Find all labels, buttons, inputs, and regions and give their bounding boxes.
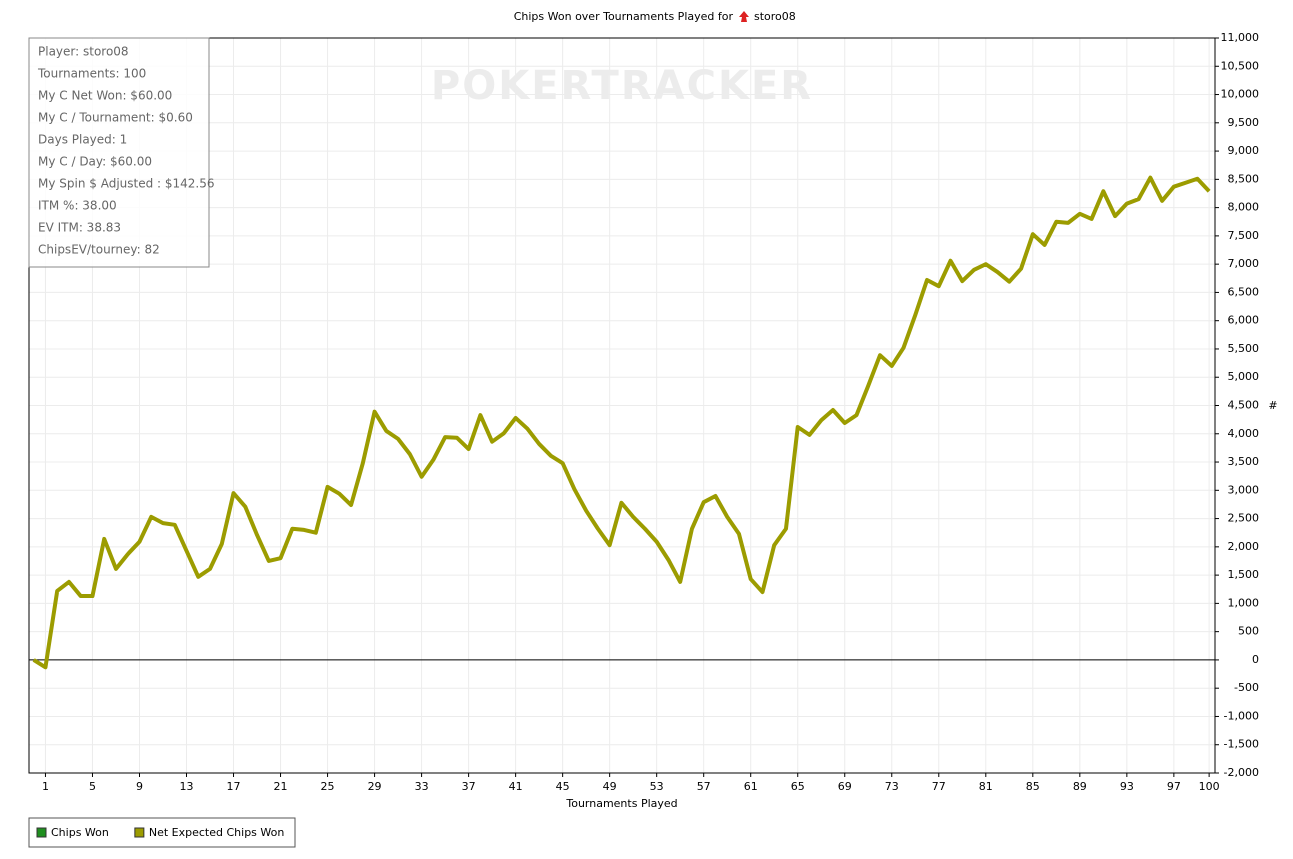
info-line: Player: storo08: [38, 45, 129, 59]
y-tick-label: 8,500: [1228, 172, 1260, 185]
grid: [29, 37, 1215, 774]
x-tick-label: 65: [791, 780, 805, 793]
info-box: [28, 37, 210, 268]
watermark: POKERTRACKER: [431, 63, 813, 109]
x-tick-label: 49: [603, 780, 617, 793]
x-tick-label: 77: [932, 780, 946, 793]
x-tick-label: 85: [1026, 780, 1040, 793]
legend-label: Chips Won: [51, 826, 109, 839]
info-line: My C / Tournament: $0.60: [38, 111, 193, 125]
x-tick-label: 13: [180, 780, 194, 793]
plot: -2,000 -1,500 -1,000 -500 0 500 1,000 1,500 2,00…: [28, 31, 1260, 793]
y-tick-label: -500: [1234, 681, 1259, 694]
x-tick-label: 100: [1199, 780, 1220, 793]
info-line: ChipsEV/tourney: 82: [38, 243, 160, 257]
x-tick-label: 25: [321, 780, 335, 793]
y-tick-label: 9,000: [1228, 144, 1260, 157]
y-tick-label: 11,000: [1221, 31, 1260, 44]
legend: [28, 817, 296, 848]
y-tick-label: 4,500: [1228, 399, 1260, 412]
x-tick-label: 17: [227, 780, 241, 793]
x-tick-label: 81: [979, 780, 993, 793]
y-tick-label: 2,000: [1228, 540, 1260, 553]
info-line: My C / Day: $60.00: [38, 155, 152, 169]
y-tick-label: 4,000: [1228, 427, 1260, 440]
x-tick-label: 73: [885, 780, 899, 793]
y-tick-label: 0: [1252, 653, 1259, 666]
y-tick-label: 1,500: [1228, 568, 1260, 581]
info-line: EV ITM: 38.83: [38, 221, 121, 235]
x-tick-label: 37: [462, 780, 476, 793]
y-tick-label: 500: [1238, 625, 1259, 638]
x-tick-label: 9: [136, 780, 143, 793]
y-tick-label: 6,500: [1228, 285, 1260, 298]
x-tick-label: 97: [1167, 780, 1181, 793]
series-line: [32, 175, 1211, 670]
legend-swatch: [134, 827, 145, 838]
info-line: Tournaments: 100: [37, 67, 146, 81]
legend-swatch: [36, 827, 47, 838]
x-tick-label: 69: [838, 780, 852, 793]
legend-items: Chips Won Net Expected Chips Won: [36, 826, 285, 839]
y-tick-label: 7,000: [1228, 257, 1260, 270]
y-axis-label: #: [1268, 399, 1277, 412]
y-tick-label: 7,500: [1228, 229, 1260, 242]
y-tick-label: -1,500: [1224, 738, 1259, 751]
x-axis-label: Tournaments Played: [565, 797, 677, 810]
y-tick-label: 10,500: [1221, 59, 1260, 72]
y-tick-label: 2,500: [1228, 512, 1260, 525]
plot-border: [28, 37, 1216, 774]
info-lines: Player: storo08 Tournaments: 100 My C Net …: [37, 45, 215, 257]
y-tick-label: 5,000: [1228, 370, 1260, 383]
x-tick-label: 61: [744, 780, 758, 793]
y-tick-label: -2,000: [1224, 766, 1259, 779]
info-line: My C Net Won: $60.00: [38, 89, 172, 103]
x-tick-label: 29: [368, 780, 382, 793]
x-tick-label: 41: [509, 780, 523, 793]
x-tick-label: 33: [415, 780, 429, 793]
y-tick-label: -1,000: [1224, 709, 1259, 722]
x-tick-label: 53: [650, 780, 664, 793]
x-tick-label: 57: [697, 780, 711, 793]
y-tick-label: 3,000: [1228, 483, 1260, 496]
player-name: storo08: [754, 10, 796, 23]
spade-icon: [739, 11, 749, 22]
x-tick-label: 45: [556, 780, 570, 793]
y-tick-label: 5,500: [1228, 342, 1260, 355]
x-tick-label: 1: [42, 780, 49, 793]
x-tick-label: 93: [1120, 780, 1134, 793]
x-tick-label: 5: [89, 780, 96, 793]
y-tick-label: 3,500: [1228, 455, 1260, 468]
y-tick-label: 8,000: [1228, 201, 1260, 214]
info-line: My Spin $ Adjusted : $142.56: [38, 177, 215, 191]
x-tick-label: 21: [274, 780, 288, 793]
y-tick-label: 6,000: [1228, 314, 1260, 327]
info-line: ITM %: 38.00: [38, 199, 117, 213]
legend-label: Net Expected Chips Won: [149, 826, 285, 839]
y-tick-label: 1,000: [1228, 596, 1260, 609]
chart-title: Chips Won over Tournaments Played for: [514, 10, 734, 23]
y-tick-label: 10,000: [1221, 88, 1260, 101]
y-tick-label: 9,500: [1228, 116, 1260, 129]
x-tick-label: 89: [1073, 780, 1087, 793]
info-line: Days Played: 1: [38, 133, 127, 147]
